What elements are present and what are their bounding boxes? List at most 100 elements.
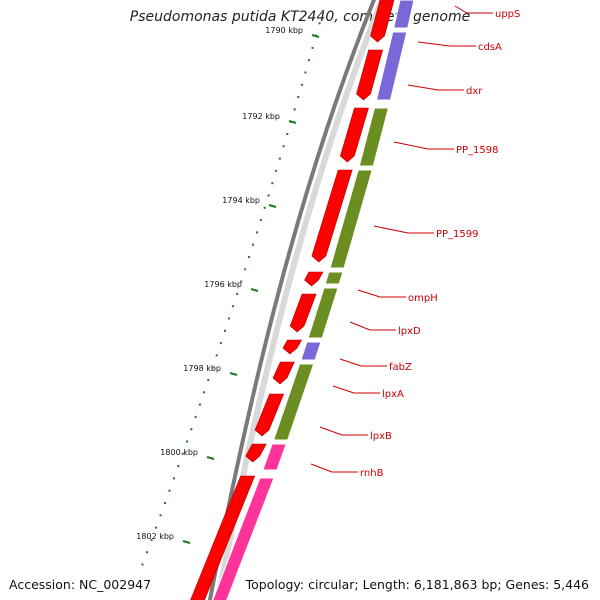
gene-track-segment bbox=[393, 0, 415, 29]
gene-label-fabz: fabZ bbox=[389, 362, 412, 373]
gene-label-pp-1599: PP_1599 bbox=[436, 229, 479, 240]
gene-label-lpxb: lpxB bbox=[370, 431, 392, 442]
gene-leader-line bbox=[373, 225, 409, 234]
gene-leader-line bbox=[310, 463, 333, 473]
scale-dot bbox=[311, 46, 314, 49]
gene-track-segment bbox=[212, 477, 275, 600]
scale-tick bbox=[268, 204, 277, 208]
scale-tick-label: 1790 kbp bbox=[265, 26, 303, 35]
cds-arrow bbox=[272, 361, 295, 385]
gene-track-segment bbox=[324, 271, 344, 285]
scale-dot bbox=[318, 22, 321, 25]
scale-dot bbox=[286, 133, 289, 135]
scale-dot bbox=[263, 206, 266, 209]
accession-text: Accession: NC_002947 bbox=[9, 577, 152, 592]
topology-text: Topology: circular; Length: 6,181,863 bp… bbox=[245, 577, 589, 592]
scale-dot bbox=[232, 305, 235, 308]
scale-dot bbox=[228, 317, 231, 320]
gene-track-segment bbox=[375, 31, 408, 101]
gene-leader-line bbox=[332, 385, 355, 394]
scale-dot bbox=[244, 268, 247, 271]
scale-dot bbox=[219, 342, 222, 345]
scale-dot bbox=[267, 194, 270, 197]
scale-dot bbox=[186, 440, 189, 443]
gene-leader-line bbox=[339, 358, 362, 367]
gene-track-segment bbox=[272, 363, 315, 441]
scale-dot bbox=[289, 120, 292, 123]
tick-layer: 1790 kbp 1792 kbp 1794 kbp 1796 kbp 1798 kbp… bbox=[136, 10, 324, 566]
scale-dot bbox=[322, 10, 324, 12]
scale-dot bbox=[146, 551, 149, 554]
scale-tick-label: 1798 kbp bbox=[183, 364, 221, 373]
scale-tick bbox=[206, 456, 215, 460]
gene-label-lpxd: lpxD bbox=[398, 326, 421, 337]
gene-label-omph: ompH bbox=[408, 293, 438, 304]
scale-dot bbox=[252, 243, 255, 246]
gene-track-segment bbox=[300, 341, 322, 361]
scale-dot bbox=[315, 34, 318, 37]
scale-dot bbox=[236, 292, 239, 295]
scale-dot bbox=[240, 280, 243, 283]
scale-tick bbox=[229, 372, 238, 376]
scale-tick-label: 1794 kbp bbox=[222, 196, 260, 205]
cds-arrow bbox=[289, 293, 317, 333]
scale-dot bbox=[259, 219, 262, 222]
scale-tick-label: 1792 kbp bbox=[242, 112, 280, 121]
scale-dot bbox=[181, 452, 184, 455]
cds-arrow bbox=[340, 107, 369, 163]
scale-tick-label: 1796 kbp bbox=[204, 280, 242, 289]
gene-leader-line bbox=[357, 289, 381, 298]
scale-dot bbox=[207, 379, 210, 381]
gene-track-layer bbox=[212, 0, 415, 600]
cds-arrow bbox=[356, 49, 384, 101]
gene-leader-line bbox=[393, 141, 429, 150]
scale-tick bbox=[182, 540, 191, 544]
gene-label-dxr: dxr bbox=[466, 86, 483, 97]
scale-dot bbox=[293, 108, 296, 111]
cds-arrow bbox=[254, 393, 285, 437]
scale-dot bbox=[150, 538, 153, 541]
scale-dot bbox=[203, 391, 206, 394]
gene-leader-line bbox=[349, 321, 371, 331]
scale-dot bbox=[177, 465, 180, 468]
scale-dot bbox=[278, 157, 281, 160]
gene-label-rnhb: rnhB bbox=[360, 468, 384, 479]
cds-arrow bbox=[370, 0, 395, 43]
scale-dot bbox=[194, 415, 197, 418]
cds-arrow bbox=[245, 443, 267, 463]
scale-dot bbox=[304, 71, 307, 74]
gene-leader-line bbox=[454, 5, 468, 14]
scale-dot bbox=[223, 329, 226, 332]
scale-dot bbox=[271, 182, 274, 185]
scale-dot bbox=[300, 83, 303, 86]
scale-dot bbox=[248, 256, 251, 258]
gene-label-pp-1598: PP_1598 bbox=[456, 145, 499, 156]
gene-track-segment bbox=[329, 169, 373, 269]
gene-leader-line bbox=[319, 426, 343, 436]
scale-dot bbox=[282, 145, 285, 148]
gene-label-lpxa: lpxA bbox=[382, 389, 404, 400]
scale-tick-label: 1800 kbp bbox=[160, 448, 198, 457]
scale-dot bbox=[211, 366, 214, 369]
scale-dot bbox=[172, 477, 175, 480]
cds-arrow bbox=[311, 169, 353, 263]
scale-dot bbox=[168, 489, 171, 492]
scale-tick-label: 1802 kbp bbox=[136, 532, 174, 541]
scale-dot bbox=[297, 96, 300, 99]
scale-dot bbox=[215, 354, 218, 357]
gene-label-upps: uppS bbox=[495, 9, 520, 20]
cds-arrow bbox=[304, 271, 324, 287]
scale-dot bbox=[255, 231, 258, 234]
gene-track-segment bbox=[358, 107, 390, 167]
scale-dot bbox=[164, 502, 167, 504]
gene-track-segment bbox=[307, 287, 339, 339]
scale-tick bbox=[250, 288, 259, 292]
scale-dot bbox=[159, 514, 162, 517]
scale-dot bbox=[155, 526, 158, 529]
gene-label-cdsa: cdsA bbox=[478, 42, 502, 53]
scale-dot bbox=[190, 428, 193, 431]
gene-label-layer: uppS cdsA dxr PP_1598 PP_1599 ompH lpxD fabZ lpx… bbox=[310, 5, 520, 479]
scale-dot bbox=[198, 403, 201, 406]
cds-layer bbox=[190, 0, 395, 600]
